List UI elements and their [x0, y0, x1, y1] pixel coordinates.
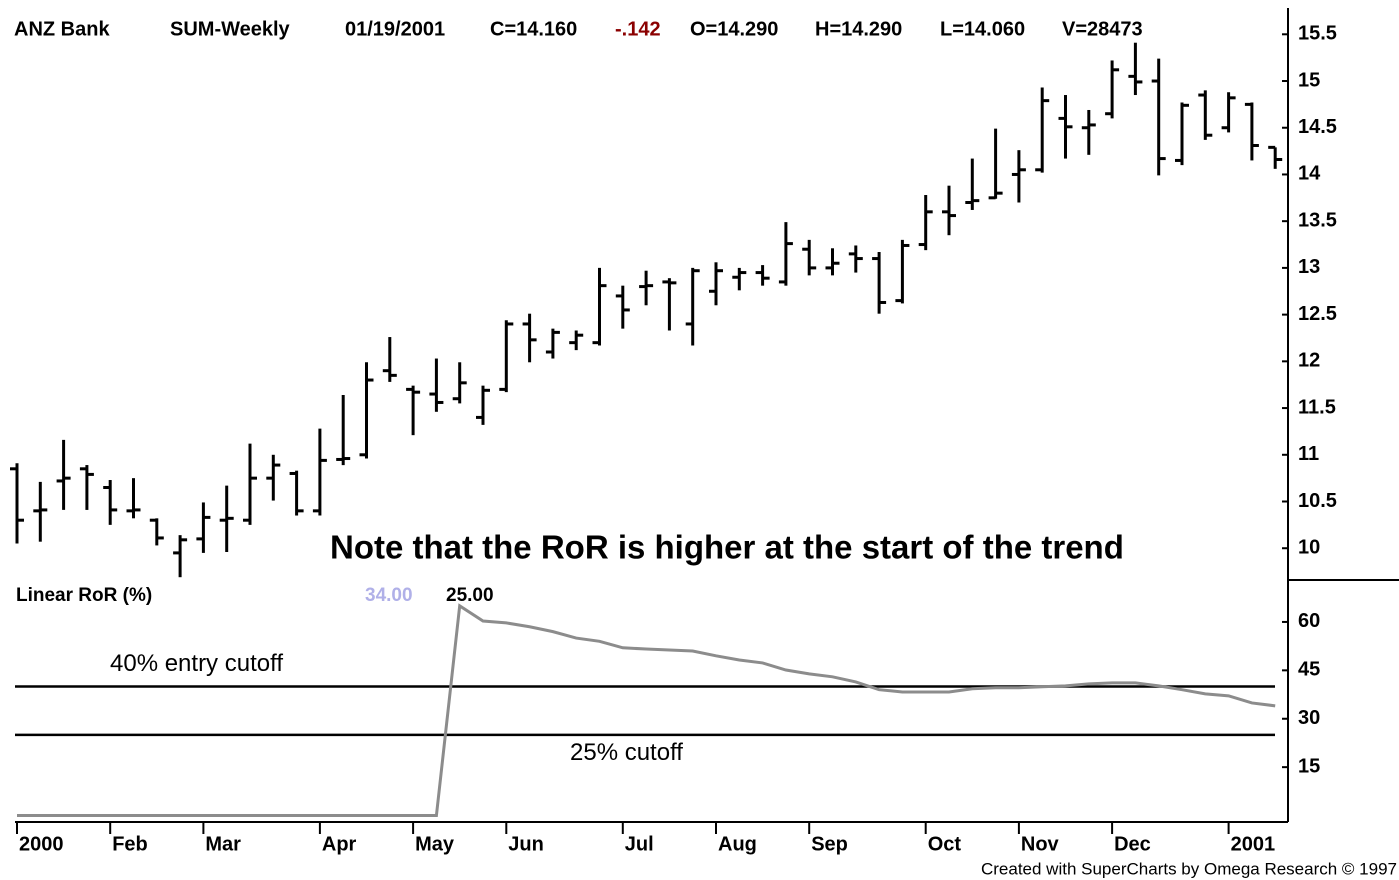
x-tick-label: Mar	[205, 833, 241, 855]
y-tick-label: 14	[1298, 163, 1321, 185]
x-tick-label: May	[415, 833, 455, 855]
reference-label: 40% entry cutoff	[110, 650, 283, 677]
y-tick-label: 12	[1298, 350, 1320, 372]
header-item: -.142	[615, 18, 661, 40]
y-tick-label: 15	[1298, 755, 1320, 777]
x-tick-label: 2000	[19, 833, 64, 855]
x-tick-label: Jun	[508, 833, 544, 855]
line-series	[17, 603, 1276, 818]
y-tick-label: 11.5	[1298, 396, 1336, 418]
x-tick-label: Apr	[322, 833, 357, 855]
y-tick-label: 15.5	[1298, 23, 1337, 45]
y-tick-label: 13	[1298, 256, 1320, 278]
x-tick-label: Jul	[625, 833, 654, 855]
header-item: H=14.290	[815, 18, 902, 40]
y-tick-label: 30	[1298, 707, 1320, 729]
y-tick-label: 45	[1298, 659, 1320, 681]
x-tick-label: Oct	[928, 833, 962, 855]
chart-title: ANZ Bank	[14, 18, 110, 40]
header-item: L=14.060	[940, 18, 1025, 40]
x-tick-label: Nov	[1021, 833, 1060, 855]
reference-label: 25% cutoff	[570, 739, 683, 766]
header-item: O=14.290	[690, 18, 778, 40]
header-item: V=28473	[1062, 18, 1143, 40]
y-tick-label: 14.5	[1298, 116, 1337, 138]
x-tick-label: Sep	[811, 833, 848, 855]
y-tick-label: 10.5	[1298, 490, 1337, 512]
reference-reading: 25.00	[446, 585, 494, 606]
footer: Created with SuperCharts by Omega Resear…	[981, 859, 1397, 878]
panel-title: Linear RoR (%)	[16, 585, 152, 606]
y-tick-label: 11	[1298, 443, 1319, 465]
y-tick-label: 10	[1298, 537, 1320, 559]
y-tick-label: 13.5	[1298, 209, 1337, 231]
x-tick-label: Aug	[718, 833, 757, 855]
x-tick-label: 2001	[1231, 833, 1276, 855]
header-item: 01/19/2001	[345, 18, 445, 40]
header-item: SUM-Weekly	[170, 18, 291, 40]
x-tick-label: Dec	[1114, 833, 1151, 855]
y-tick-label: 12.5	[1298, 303, 1337, 325]
annotation: Note that the RoR is higher at the start…	[330, 529, 1124, 566]
header-item: C=14.160	[490, 18, 577, 40]
y-tick-label: 60	[1298, 610, 1320, 632]
last-value-label: 34.00	[365, 585, 413, 606]
y-tick-label: 15	[1298, 69, 1320, 91]
x-tick-label: Feb	[112, 833, 148, 855]
